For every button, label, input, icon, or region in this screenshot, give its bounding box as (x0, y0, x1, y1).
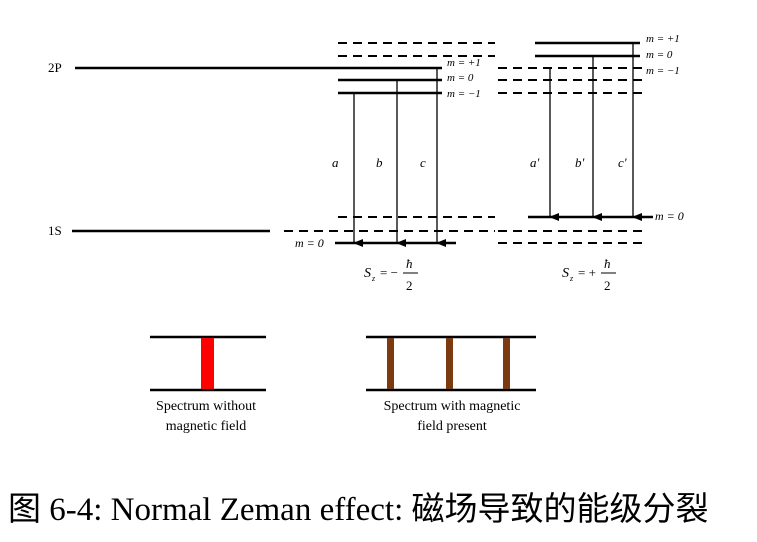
right-dashed-lines (498, 67, 642, 244)
spectrum-with-caption: Spectrum with magnetic field present (383, 399, 521, 434)
transition-c-label: c (420, 155, 426, 170)
svg-text:S: S (364, 266, 371, 281)
spectral-line-split-1 (387, 338, 394, 389)
label-2p: 2P (48, 60, 62, 75)
svg-text:S: S (562, 266, 569, 281)
right-sublevels (528, 41, 653, 219)
svg-text:ħ: ħ (604, 256, 611, 271)
transition-a-label: a (332, 155, 339, 170)
transition-c-prime-label: c' (618, 155, 627, 170)
right-m-label-minus1: m = −1 (646, 65, 680, 77)
left-ground-label: m = 0 (295, 236, 324, 250)
left-sublevels (335, 78, 456, 245)
spectral-line-single (201, 338, 214, 389)
zeeman-diagram: 2P 1S m = +1 m = 0 m = −1 m = 0 a b c S … (48, 33, 684, 392)
spectrum-without-caption: Spectrum without magnetic field (156, 399, 256, 434)
label-1s: 1S (48, 223, 62, 238)
left-dashed-lines (284, 42, 495, 232)
svg-text:ħ: ħ (406, 256, 413, 271)
right-ground-label: m = 0 (655, 209, 684, 223)
spectrum-without-field (150, 335, 266, 392)
right-m-label-0: m = 0 (646, 49, 673, 61)
svg-text:= −: = − (380, 265, 398, 280)
transition-b-label: b (376, 155, 383, 170)
left-spin-formula: S z = − ħ 2 (364, 256, 418, 293)
left-m-label-minus1: m = −1 (447, 88, 481, 100)
left-m-label-plus1: m = +1 (447, 57, 481, 69)
right-m-label-plus1: m = +1 (646, 33, 680, 45)
svg-text:z: z (371, 274, 376, 283)
spectral-line-split-3 (503, 338, 510, 389)
spectrum-with-field (366, 335, 536, 392)
svg-text:2: 2 (604, 278, 611, 293)
spectral-line-split-2 (446, 338, 453, 389)
transition-b-prime-label: b' (575, 155, 585, 170)
figure-caption: 图 6-4: Normal Zeman effect: 磁场导致的能级分裂 (8, 492, 709, 528)
transition-a-prime-label: a' (530, 155, 540, 170)
right-spin-formula: S z = + ħ 2 (562, 256, 616, 293)
svg-text:= +: = + (578, 265, 596, 280)
svg-text:z: z (569, 274, 574, 283)
left-m-label-0: m = 0 (447, 72, 474, 84)
svg-text:2: 2 (406, 278, 413, 293)
